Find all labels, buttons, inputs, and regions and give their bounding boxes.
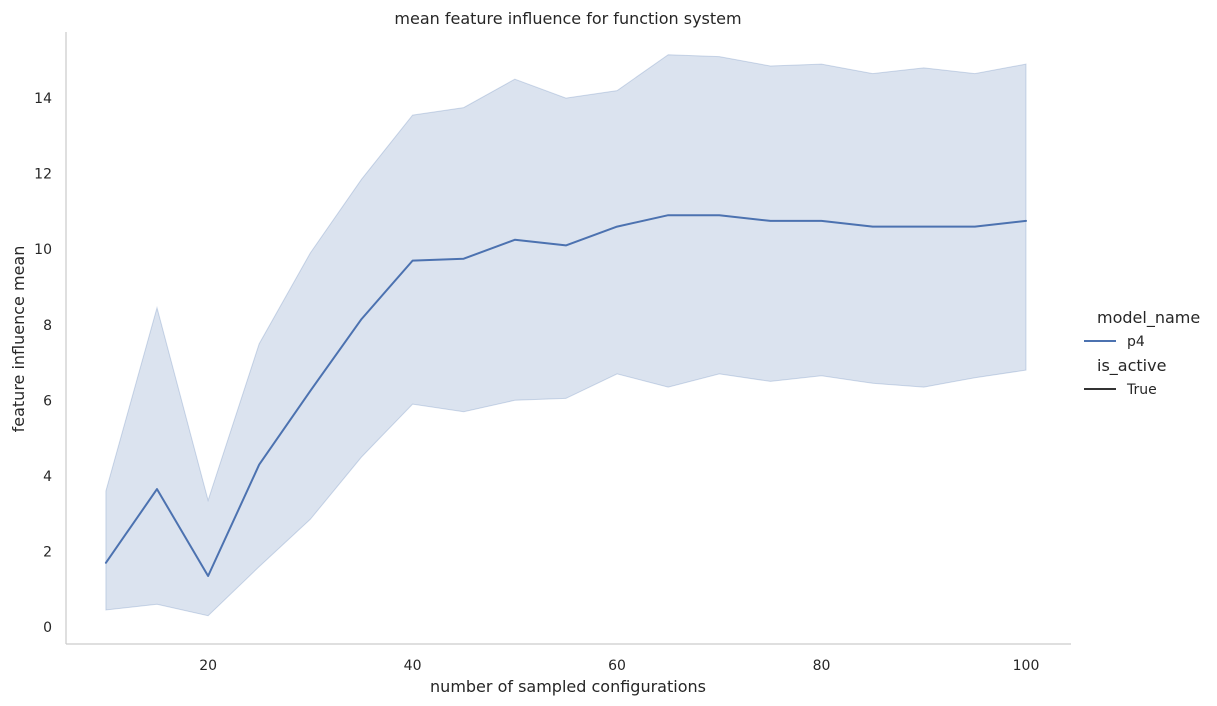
confidence-band-p4	[105, 54, 1027, 617]
y-tick-label: 12	[34, 167, 52, 183]
x-axis-label: number of sampled configurations	[430, 677, 706, 696]
y-tick-label: 8	[43, 318, 52, 334]
y-tick-label: 0	[43, 620, 52, 636]
plot-area	[104, 54, 1027, 617]
y-tick-label: 6	[43, 393, 52, 409]
confidence-bands	[105, 54, 1027, 617]
y-tick-label: 10	[34, 242, 52, 258]
series-lines	[104, 214, 1027, 577]
x-axis-ticks: 20 40 60 80 100	[199, 658, 1039, 674]
legend-entry-p4: p4	[1127, 334, 1145, 350]
legend: model_name p4 is_active True	[1084, 308, 1200, 398]
x-tick-label: 80	[813, 658, 831, 674]
x-tick-label: 20	[199, 658, 217, 674]
x-tick-label: 60	[608, 658, 626, 674]
x-tick-label: 40	[404, 658, 422, 674]
chart-title: mean feature influence for function syst…	[394, 9, 741, 28]
x-tick-label: 100	[1013, 658, 1040, 674]
series-line-p4	[104, 214, 1027, 577]
legend-hue-title: model_name	[1097, 308, 1200, 328]
y-tick-label: 4	[43, 469, 52, 485]
legend-style-title: is_active	[1097, 356, 1166, 376]
y-tick-label: 2	[43, 544, 52, 560]
y-axis-ticks: 0 2 4 6 8 10 12 14	[34, 91, 52, 636]
legend-entry-true: True	[1126, 382, 1157, 398]
y-tick-label: 14	[34, 91, 52, 107]
y-axis-label: feature influence mean	[9, 246, 28, 433]
